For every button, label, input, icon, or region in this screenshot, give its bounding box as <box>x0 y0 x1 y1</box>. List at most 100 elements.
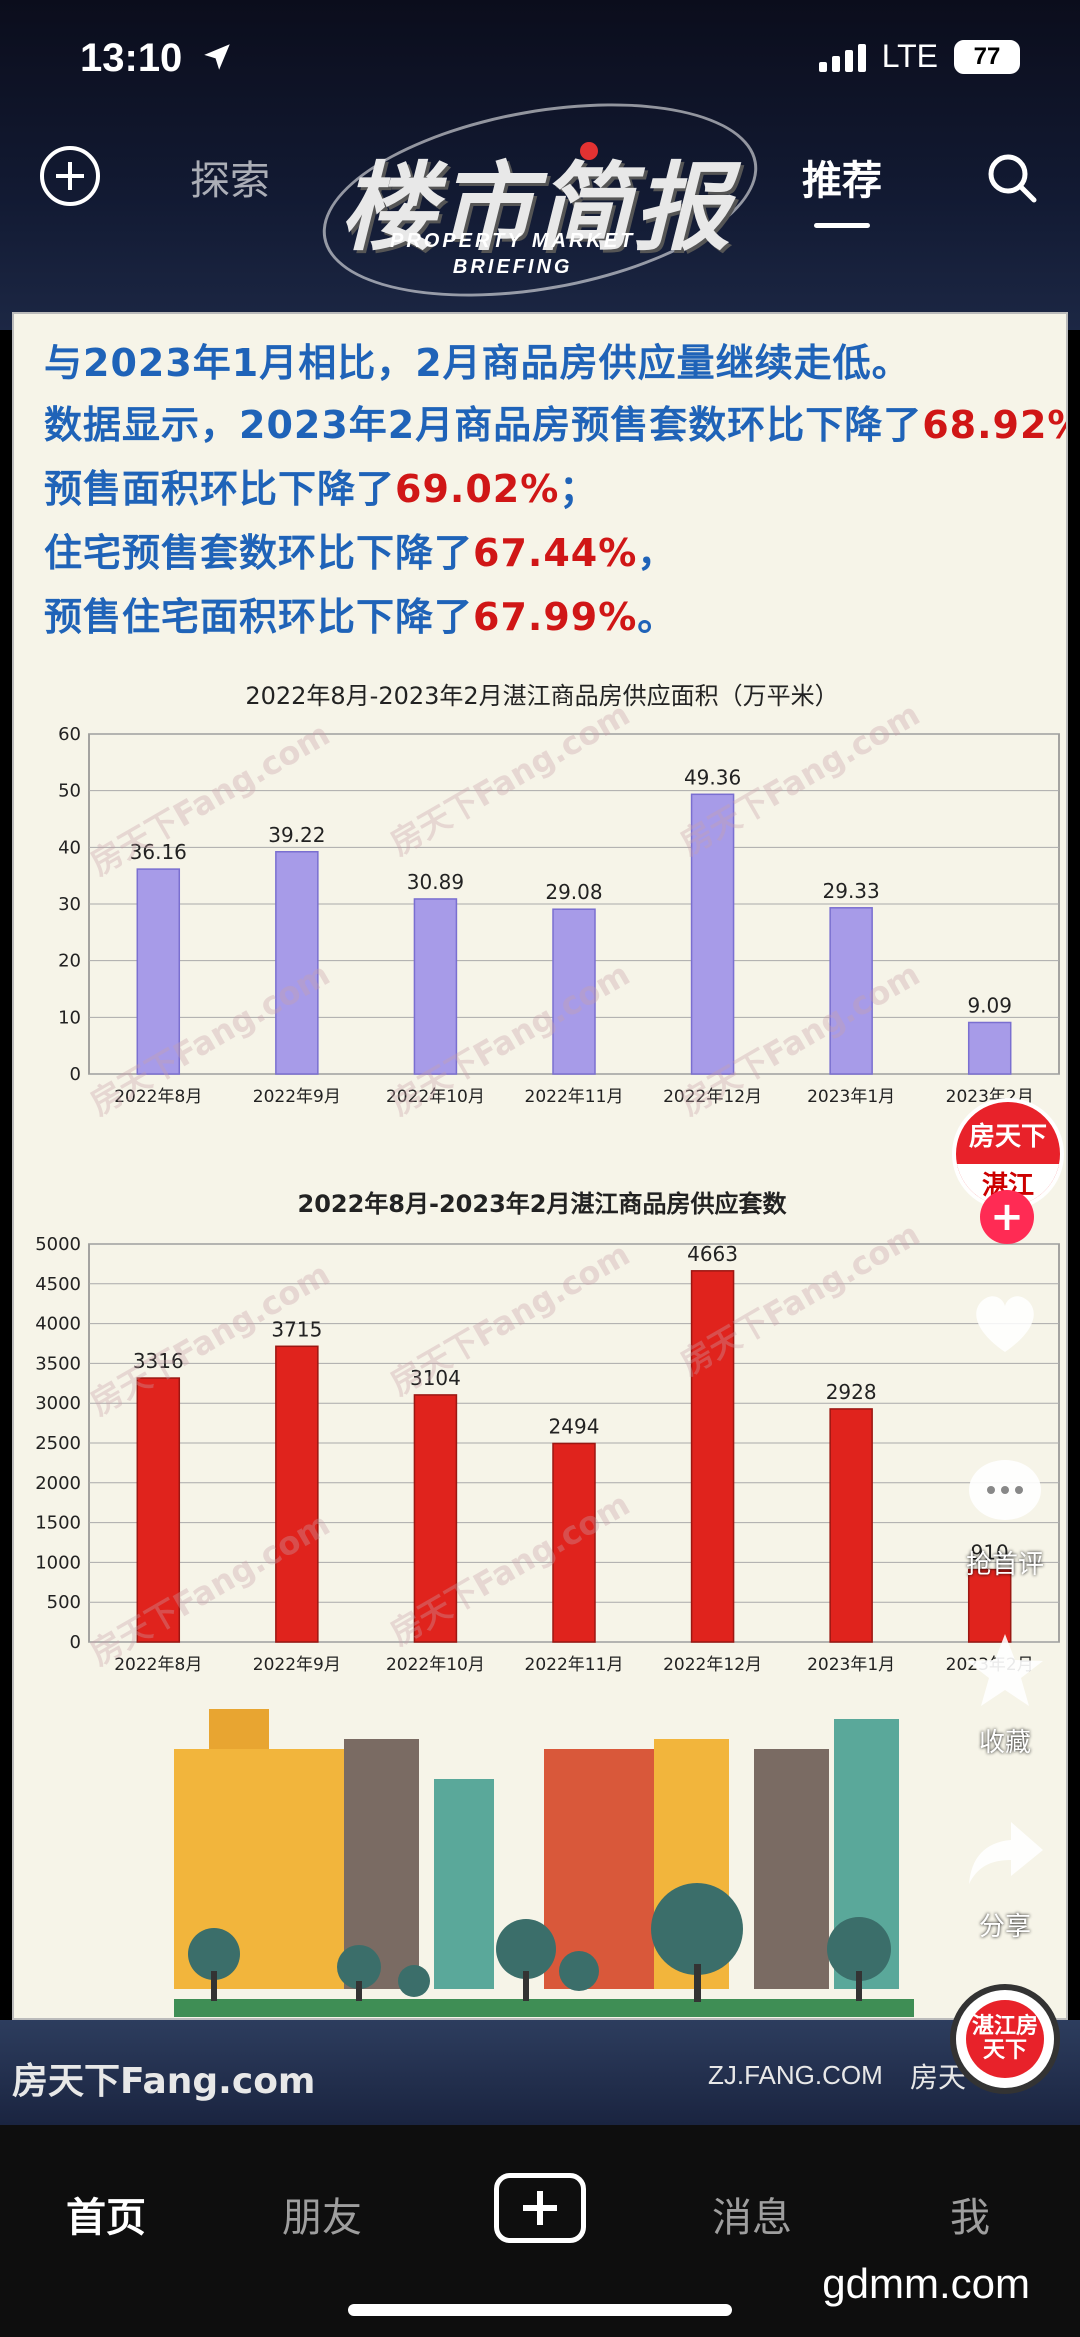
video-top-background <box>0 0 1080 330</box>
y-tick-label: 1500 <box>35 1513 81 1534</box>
tab-recommend[interactable]: 推荐 <box>802 148 882 228</box>
y-tick-label: 0 <box>70 1064 81 1085</box>
bar <box>829 1408 873 1643</box>
music-disc-label: 湛江房天下 <box>966 2000 1044 2078</box>
y-tick-label: 10 <box>58 1007 81 1028</box>
nav-me[interactable]: 我 <box>950 2195 990 2241</box>
logo-subtitle-line1: PROPERTY MARKET <box>390 230 636 252</box>
data-label: 3316 <box>133 1349 184 1373</box>
y-tick-label: 40 <box>58 837 81 858</box>
status-time: 13:10 <box>80 36 183 80</box>
share-button[interactable]: 分享 <box>950 1812 1060 1943</box>
headline-1: 与2023年1月相比，2月商品房供应量继续走低。 <box>44 341 911 385</box>
y-tick-label: 0 <box>70 1632 81 1653</box>
music-disc[interactable]: 湛江房天下 <box>950 1984 1060 2094</box>
logo-title: 楼市简报 <box>340 151 732 264</box>
star-icon <box>967 1634 1043 1706</box>
chart-svg: 0 10 20 30 40 50 60 36.16 2022年8月 39.22 2022年9月 30.… <box>58 724 1060 1107</box>
network-type: LTE <box>881 38 938 74</box>
chart-units-title: 2022年8月-2023年2月湛江商品房供应套数 <box>297 1190 787 1218</box>
y-tick-label: 30 <box>58 894 81 915</box>
y-tick-label: 3000 <box>35 1393 81 1414</box>
y-tick-label: 20 <box>58 951 81 972</box>
data-label: 29.08 <box>545 880 602 904</box>
heart-icon <box>976 1296 1034 1352</box>
bar <box>967 1568 1012 1643</box>
data-label: 30.89 <box>407 870 464 894</box>
data-label: 36.16 <box>130 840 187 864</box>
data-label: 29.33 <box>823 879 880 903</box>
x-tick-label: 2022年12月 <box>663 1655 762 1675</box>
bar <box>690 793 735 1075</box>
infographic-panel: 与2023年1月相比，2月商品房供应量继续走低。 数据显示，2023年2月商品房… <box>12 312 1068 2020</box>
data-label: 2494 <box>549 1414 600 1438</box>
headline-2: 数据显示，2023年2月商品房预售套数环比下降了68.92%%， <box>44 403 1066 447</box>
search-icon[interactable] <box>982 148 1042 208</box>
y-tick-label: 5000 <box>35 1234 81 1255</box>
create-button[interactable] <box>494 2173 586 2243</box>
like-button[interactable] <box>950 1280 1060 1368</box>
home-indicator[interactable] <box>348 2304 732 2316</box>
location-arrow-icon <box>204 44 230 70</box>
footer-url: ZJ.FANG.COM <box>708 2060 883 2090</box>
bar <box>690 1270 735 1643</box>
site-watermark: gdmm.com <box>822 2260 1030 2307</box>
logo-dot <box>580 142 598 160</box>
y-tick-label: 500 <box>47 1592 81 1613</box>
x-tick-label: 2022年10月 <box>386 1655 485 1675</box>
status-bar: 13:10 LTE 77 <box>0 30 1080 90</box>
x-tick-label: 2023年1月 <box>807 1655 895 1675</box>
y-tick-label: 3500 <box>35 1353 81 1374</box>
footer-brand-left: 房天下Fang.com <box>12 2061 316 2102</box>
avatar-text-top: 房天下 <box>968 1122 1047 1152</box>
logo-subtitle: PROPERTY MARKET BRIEFING <box>390 228 635 280</box>
data-label: 3104 <box>410 1366 461 1390</box>
bar <box>967 1021 1012 1075</box>
share-label: 分享 <box>978 1912 1031 1942</box>
favorite-label: 收藏 <box>978 1728 1031 1758</box>
comment-button[interactable]: 抢首评 <box>950 1450 1060 1581</box>
x-tick-label: 2022年11月 <box>525 1655 624 1675</box>
chart-svg: 0 500 1000 1500 2000 2500 3000 3500 4000 4500 5000… <box>35 1234 1060 1675</box>
data-label: 2928 <box>826 1380 877 1404</box>
bar <box>275 1345 319 1643</box>
headline-5: 预售住宅面积环比下降了67.99%。 <box>44 595 677 639</box>
chart-area-title: 2022年8月-2023年2月湛江商品房供应面积（万平米） <box>245 682 839 710</box>
plus-icon[interactable] <box>40 146 100 206</box>
x-tick-label: 2022年12月 <box>663 1087 762 1107</box>
y-tick-label: 60 <box>58 724 81 745</box>
y-tick-label: 4500 <box>35 1274 81 1295</box>
y-tick-label: 1000 <box>35 1552 81 1573</box>
logo-subtitle-line2: BRIEFING <box>452 256 573 278</box>
y-tick-label: 2500 <box>35 1433 81 1454</box>
bar <box>136 868 181 1075</box>
x-tick-label: 2022年8月 <box>114 1655 202 1675</box>
nav-messages[interactable]: 消息 <box>712 2195 792 2241</box>
video-logo: 楼市简报 PROPERTY MARKET BRIEFING <box>307 73 773 327</box>
battery-icon: 77 <box>954 39 1020 74</box>
share-icon <box>969 1822 1043 1884</box>
bar <box>413 1394 458 1643</box>
data-label: 49.36 <box>684 765 741 789</box>
bar <box>275 851 319 1075</box>
video-footer: 房天下Fang.com ZJ.FANG.COM 房天 <box>0 2020 1080 2125</box>
bottom-navigation: 首页 朋友 消息 我 gdmm.com <box>0 2125 1080 2337</box>
headline-4: 住宅预售套数环比下降了67.44%， <box>44 531 677 575</box>
data-label: 910 <box>971 1541 1009 1565</box>
tab-explore[interactable]: 探索 <box>190 158 270 204</box>
y-tick-label: 50 <box>58 781 81 802</box>
x-tick-label: 2022年9月 <box>253 1655 341 1675</box>
nav-friends[interactable]: 朋友 <box>282 2195 362 2241</box>
buildings-illustration <box>174 1709 914 2017</box>
top-navigation: 探索 推荐 <box>0 130 1080 228</box>
nav-home[interactable]: 首页 <box>66 2195 146 2241</box>
signal-icon <box>818 42 866 72</box>
favorite-button[interactable]: 收藏 <box>950 1628 1060 1759</box>
comment-icon <box>969 1460 1041 1520</box>
data-label: 4663 <box>687 1242 738 1266</box>
y-tick-label: 4000 <box>35 1314 81 1335</box>
follow-button[interactable]: + <box>980 1190 1034 1244</box>
y-tick-label: 2000 <box>35 1473 81 1494</box>
comment-label: 抢首评 <box>965 1550 1044 1580</box>
chart-area: 0 10 20 30 40 50 60 36.16 2022年8月 39.22 2022年9月 30.… <box>14 714 1066 1114</box>
